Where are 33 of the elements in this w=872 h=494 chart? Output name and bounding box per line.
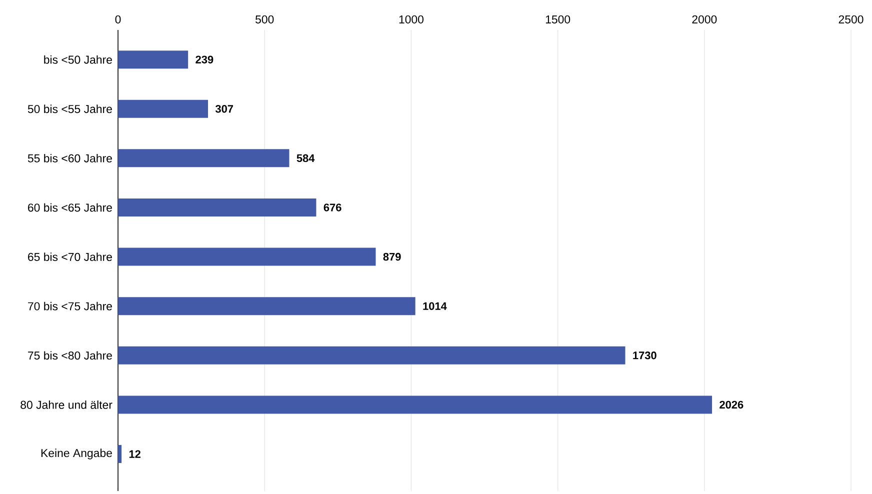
- y-tick-label: 50 bis <55 Jahre: [28, 104, 112, 114]
- bar: [118, 50, 188, 69]
- bar: [118, 297, 416, 316]
- bar: [118, 445, 122, 464]
- bar: [118, 346, 626, 364]
- bar: [118, 100, 208, 118]
- data-label: 2026: [720, 400, 744, 409]
- data-label: 676: [324, 204, 342, 212]
- bar: [118, 248, 376, 266]
- y-tick-label: bis <50 Jahre: [44, 55, 112, 64]
- data-label: 12: [129, 450, 140, 458]
- bar: [118, 149, 290, 168]
- data-label: 307: [215, 104, 234, 113]
- y-tick-label: Keine Angabe: [41, 448, 112, 460]
- bar: [118, 198, 316, 216]
- x-tick-label: 2000: [692, 15, 717, 24]
- data-label: 1014: [423, 302, 447, 310]
- x-tick-label: 1500: [546, 15, 570, 24]
- bar: [118, 396, 712, 414]
- y-tick-label: 55 bis <60 Jahre: [28, 154, 112, 162]
- y-tick-label: 75 bis <80 Jahre: [28, 351, 112, 360]
- data-label: 584: [296, 154, 315, 162]
- x-tick-label: 500: [256, 15, 274, 24]
- x-tick-label: 1000: [399, 15, 424, 24]
- y-tick-label: 70 bis <75 Jahre: [28, 302, 112, 310]
- y-tick-label: 60 bis <65 Jahre: [28, 203, 112, 212]
- data-label: 879: [383, 252, 401, 261]
- y-tick-label: 65 bis <70 Jahre: [28, 252, 112, 261]
- x-tick-label: 2500: [838, 15, 864, 24]
- data-label: 239: [196, 56, 214, 64]
- y-tick-label: 80 Jahre und älter: [20, 400, 112, 409]
- data-label: 1730: [633, 352, 656, 360]
- x-tick-label: 0: [115, 15, 121, 24]
